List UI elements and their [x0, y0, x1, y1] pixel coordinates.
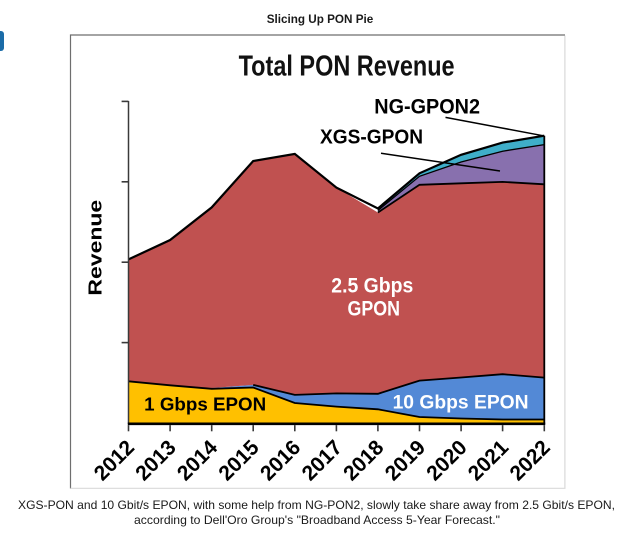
svg-text:XGS-GPON: XGS-GPON — [320, 126, 423, 148]
svg-text:2.5 Gbps: 2.5 Gbps — [331, 275, 413, 298]
svg-text:1 Gbps EPON: 1 Gbps EPON — [144, 395, 266, 415]
svg-text:Revenue: Revenue — [85, 200, 106, 296]
svg-text:10 Gbps EPON: 10 Gbps EPON — [393, 392, 529, 413]
svg-text:Slicing Up PON Pie: Slicing Up PON Pie — [267, 12, 374, 26]
svg-text:2013: 2013 — [131, 436, 180, 485]
svg-text:2014: 2014 — [173, 436, 223, 486]
svg-text:2015: 2015 — [214, 436, 264, 486]
svg-text:2019: 2019 — [381, 436, 430, 485]
svg-text:according to Dell'Oro Group's: according to Dell'Oro Group's "Broadband… — [134, 513, 500, 527]
svg-text:XGS-PON and 10 Gbit/s EPON, wi: XGS-PON and 10 Gbit/s EPON, with some he… — [18, 498, 615, 512]
svg-text:2012: 2012 — [90, 436, 139, 485]
svg-text:2021: 2021 — [464, 436, 514, 486]
svg-text:NG-GPON2: NG-GPON2 — [374, 94, 480, 118]
svg-text:Total PON Revenue: Total PON Revenue — [239, 50, 455, 82]
svg-text:2018: 2018 — [339, 436, 389, 486]
svg-text:2020: 2020 — [422, 436, 471, 485]
svg-text:2022: 2022 — [506, 436, 555, 485]
svg-text:2017: 2017 — [298, 436, 347, 485]
svg-text:GPON: GPON — [348, 297, 401, 320]
svg-text:2016: 2016 — [256, 436, 305, 485]
